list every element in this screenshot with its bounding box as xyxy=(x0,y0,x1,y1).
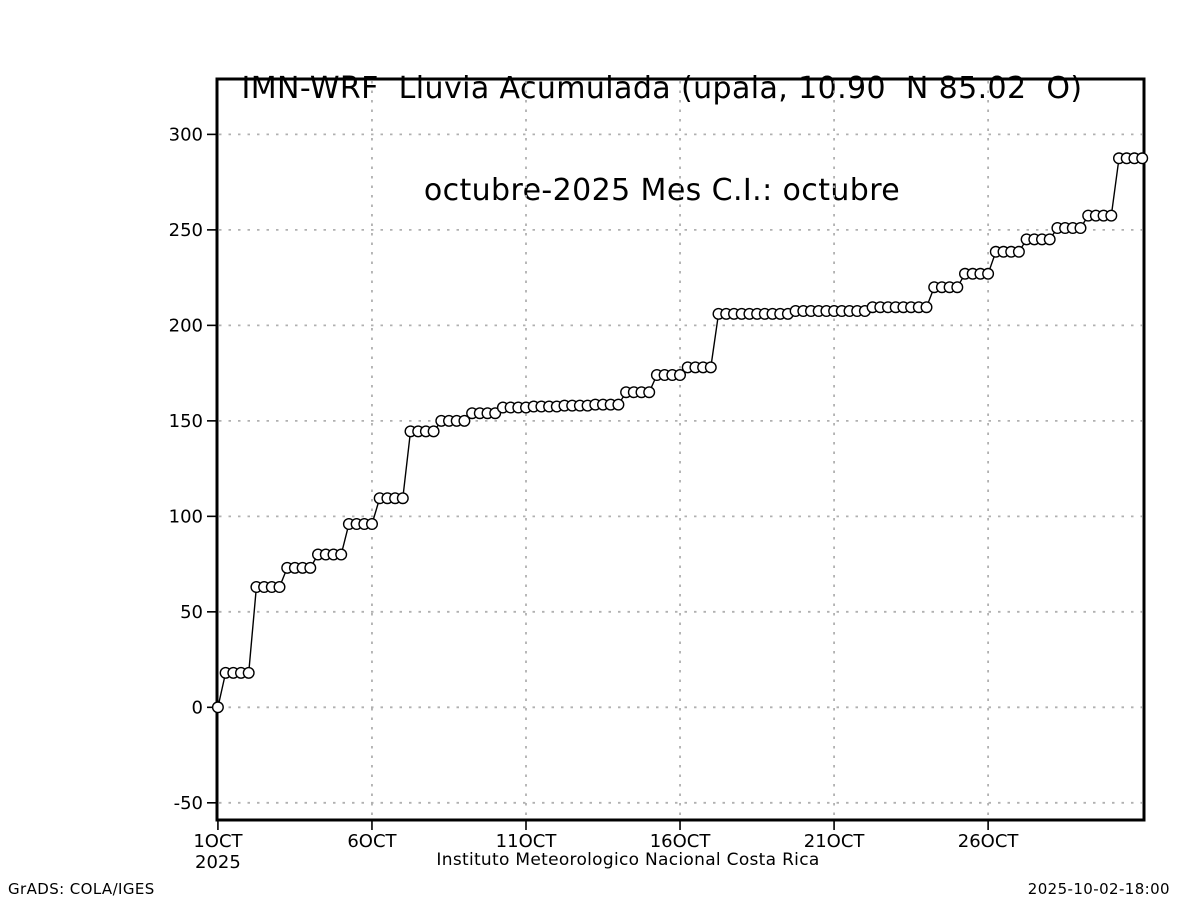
y-tick-label: 300 xyxy=(169,124,203,145)
data-point xyxy=(304,561,317,574)
data-point xyxy=(920,301,933,314)
timestamp: 2025-10-02-18:00 xyxy=(1027,880,1170,898)
y-tick-label: 100 xyxy=(169,506,203,527)
data-point xyxy=(396,492,409,505)
data-points xyxy=(211,152,1149,714)
data-point xyxy=(674,369,687,382)
y-tick-label: -50 xyxy=(174,793,203,814)
data-point xyxy=(273,581,286,594)
y-tick-label: 0 xyxy=(192,697,203,718)
data-point xyxy=(982,267,995,280)
data-point xyxy=(427,425,440,438)
data-point xyxy=(458,414,471,427)
x-tick-sublabel: 2025 xyxy=(195,852,241,873)
y-tick-label: 150 xyxy=(169,411,203,432)
data-point xyxy=(612,398,625,411)
data-point xyxy=(335,548,348,561)
data-point xyxy=(1105,209,1118,222)
data-point xyxy=(242,666,255,679)
x-tick-label: 16OCT xyxy=(650,831,712,852)
x-tick-label: 11OCT xyxy=(496,831,558,852)
data-point xyxy=(951,281,964,294)
data-point xyxy=(366,518,379,531)
data-point xyxy=(704,361,717,374)
chart-title-block: IMN-WRF Lluvia Acumulada (upala, 10.90 N… xyxy=(241,4,1082,242)
grads-credit: GrADS: COLA/IGES xyxy=(8,880,155,898)
x-axis-caption: Instituto Meteorologico Nacional Costa R… xyxy=(436,850,820,870)
y-tick-label: 250 xyxy=(169,220,203,241)
y-tick-label: 50 xyxy=(180,602,203,623)
data-point xyxy=(1074,221,1087,234)
data-point xyxy=(643,386,656,399)
chart-title: IMN-WRF Lluvia Acumulada (upala, 10.90 N… xyxy=(241,71,1083,106)
data-point xyxy=(1012,245,1025,258)
grid-lines xyxy=(219,81,1142,818)
data-point xyxy=(211,701,224,714)
data-point xyxy=(1136,152,1149,165)
chart-subtitle: octubre-2025 Mes C.I.: octubre xyxy=(423,173,901,208)
x-tick-label: 26OCT xyxy=(958,831,1020,852)
x-tick-label: 21OCT xyxy=(804,831,866,852)
data-point xyxy=(1043,233,1056,246)
y-tick-label: 200 xyxy=(169,315,203,336)
x-tick-label: 6OCT xyxy=(347,831,397,852)
x-tick-label: 1OCT xyxy=(193,831,243,852)
